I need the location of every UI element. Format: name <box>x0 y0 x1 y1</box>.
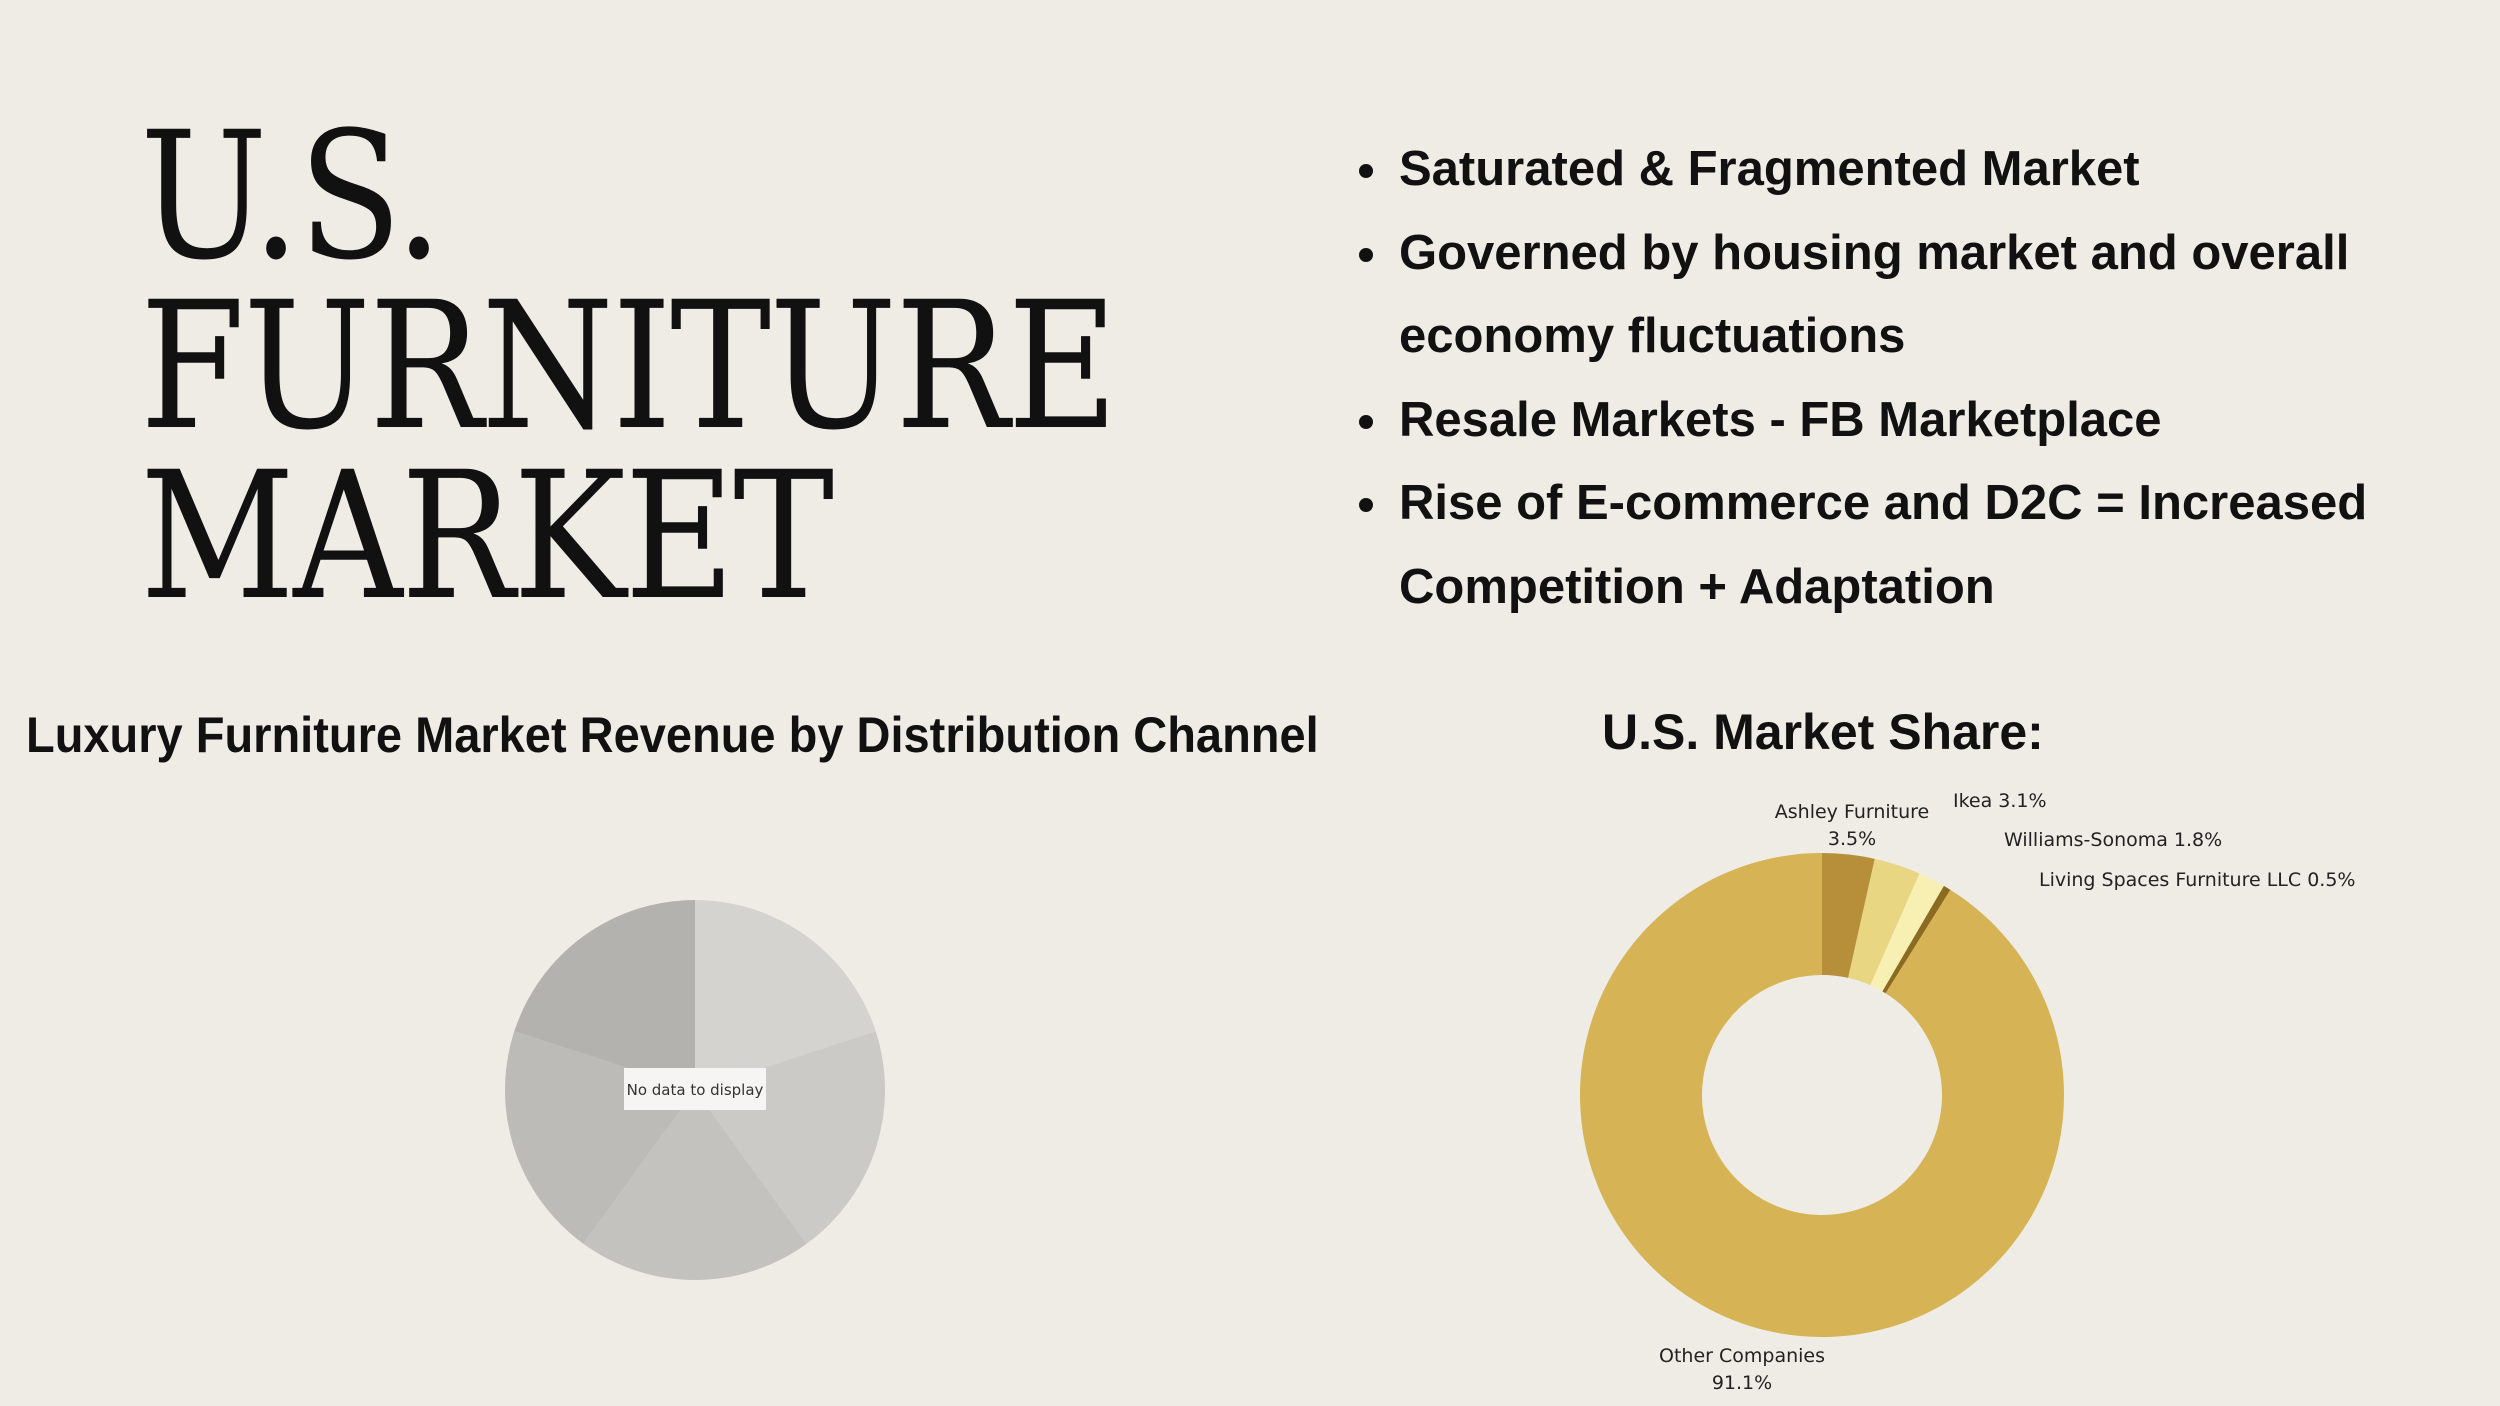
donut-data-label: Ikea 3.1% <box>1953 790 2047 812</box>
placeholder-pie-slice <box>583 1090 807 1280</box>
bullet-item: Rise of E-commerce and D2C = Increased C… <box>1355 462 2455 629</box>
donut-slice <box>1822 853 1875 978</box>
donut-slice <box>1870 873 1944 992</box>
donut-slice <box>1882 885 1951 994</box>
donut-data-label: Living Spaces Furniture LLC 0.5% <box>2039 869 2355 891</box>
bullet-item: Resale Markets - FB Marketplace <box>1355 379 2455 463</box>
donut-data-label: Other Companies <box>1659 1345 1825 1367</box>
donut-data-label: Ashley Furniture <box>1775 801 1930 823</box>
donut-slice <box>1848 858 1920 986</box>
luxury-chart-title: Luxury Furniture Market Revenue by Distr… <box>26 707 1319 763</box>
donut-data-label: 3.5% <box>1828 828 1876 850</box>
title-line-3: MARKET <box>140 434 834 639</box>
page-title: U.S. FURNITURE MARKET <box>140 94 1118 639</box>
placeholder-pie-slice <box>695 900 876 1090</box>
market-share-chart-title: U.S. Market Share: <box>1602 704 2044 760</box>
title-line-1: U.S. <box>140 94 443 299</box>
donut-data-label: 91.1% <box>1712 1372 1772 1394</box>
bullet-item: Saturated & Fragmented Market <box>1355 128 2455 212</box>
donut-slice <box>1579 852 2064 1337</box>
no-data-label: No data to display <box>627 1081 764 1099</box>
luxury-placeholder-pie: No data to display <box>505 900 885 1280</box>
title-line-2: FURNITURE <box>140 264 1118 469</box>
bullet-item: Governed by housing market and overall e… <box>1355 212 2455 379</box>
key-points-list: Saturated & Fragmented Market Governed b… <box>1355 128 2455 629</box>
market-share-donut-chart: Ashley Furniture 3.5% Ikea 3.1% Williams-So… <box>1579 790 2355 1394</box>
placeholder-pie-slice <box>514 900 695 1090</box>
no-data-box <box>624 1068 766 1110</box>
donut-data-label: Williams-Sonoma 1.8% <box>2004 829 2222 851</box>
